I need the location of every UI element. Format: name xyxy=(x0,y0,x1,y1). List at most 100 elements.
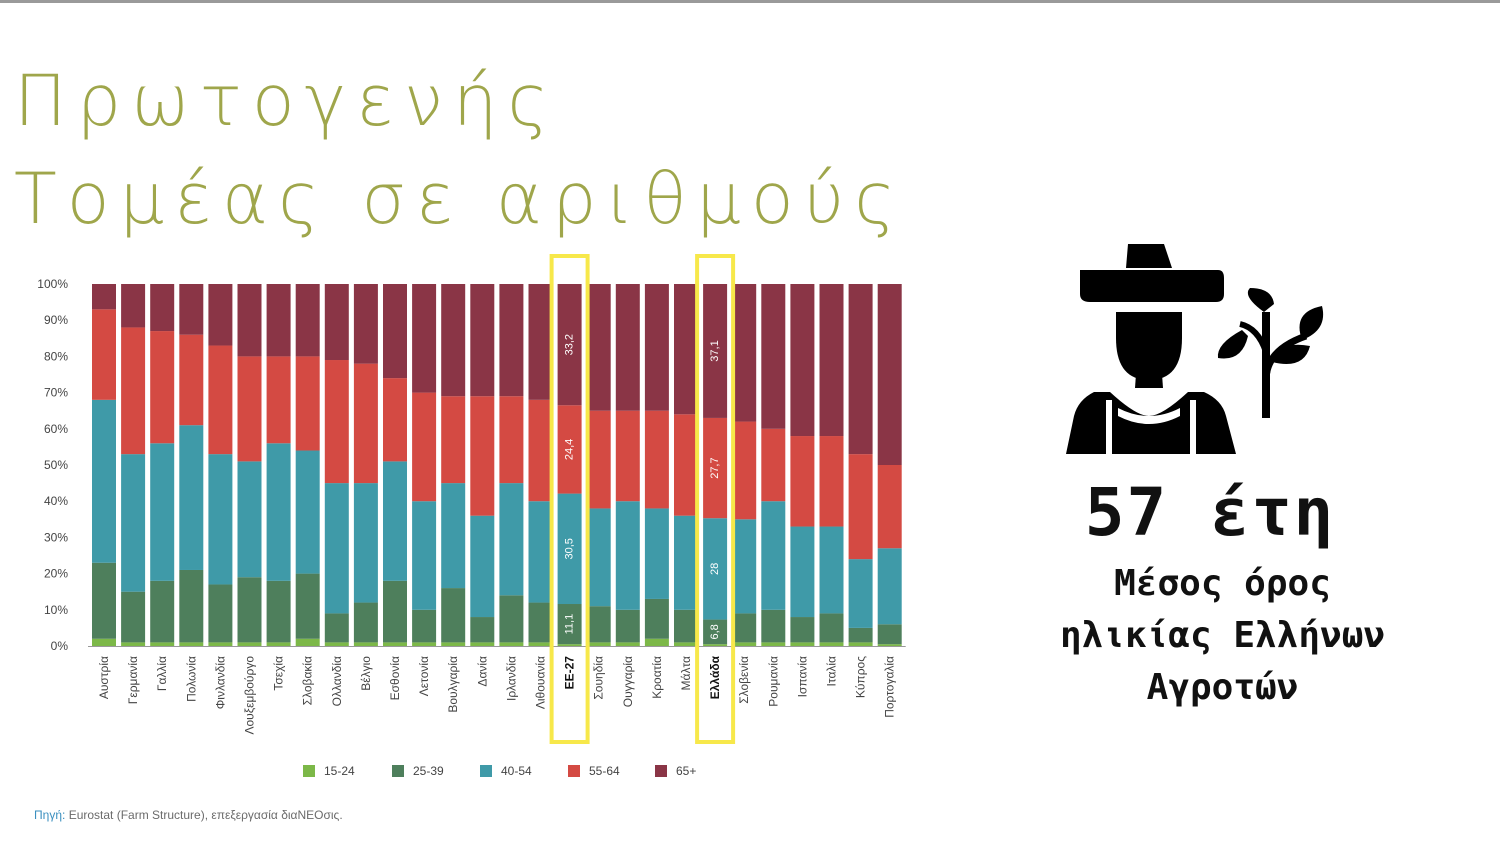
bar-segment-25-39 xyxy=(295,573,320,639)
bar-segment-55-64 xyxy=(615,410,640,502)
bar-segment-25-39 xyxy=(237,577,262,643)
bar-segment-65+ xyxy=(528,284,553,400)
bar-segment-65+ xyxy=(150,284,175,332)
bar-segment-65+ xyxy=(208,284,233,346)
bar-segment-40-54 xyxy=(237,461,262,578)
bar-segment-55-64 xyxy=(877,465,902,549)
bar-segment-15-24 xyxy=(324,642,349,646)
bar-segment-40-54 xyxy=(383,461,407,581)
legend-label: 65+ xyxy=(676,764,696,778)
x-tick-label: Ιρλανδία xyxy=(504,656,518,701)
bar-segment-40-54 xyxy=(295,450,320,574)
bar-segment-55-64 xyxy=(557,405,582,494)
data-label: 27,7 xyxy=(709,457,721,478)
y-tick-label: 80% xyxy=(44,349,68,363)
bar-segment-65+ xyxy=(295,284,320,357)
bar-segment-15-24 xyxy=(150,642,175,646)
bar-segment-25-39 xyxy=(644,598,669,639)
bar-segment-25-39 xyxy=(324,613,349,643)
bar-segment-65+ xyxy=(557,284,582,406)
source-text: Eurostat (Farm Structure), επεξεργασία δ… xyxy=(65,808,343,822)
bar-segment-65+ xyxy=(586,284,611,411)
bar-segment-15-24 xyxy=(92,638,116,646)
bar-segment-40-54 xyxy=(208,454,233,585)
x-tick-label: Ιταλία xyxy=(825,656,839,687)
legend-swatch xyxy=(480,765,492,777)
data-label: 33,2 xyxy=(564,334,576,355)
bar-segment-55-64 xyxy=(266,356,291,444)
bar-segment-65+ xyxy=(179,284,204,335)
x-tick-label: Πολωνία xyxy=(184,656,198,702)
y-tick-label: 60% xyxy=(44,422,68,436)
bar-segment-65+ xyxy=(732,284,757,422)
y-tick-label: 0% xyxy=(51,639,69,653)
title-line-2: Τομέας σε αριθμούς xyxy=(14,158,906,240)
bar-segment-40-54 xyxy=(150,443,175,581)
bar-segment-25-39 xyxy=(877,624,902,645)
bar-segment-25-39 xyxy=(790,617,815,643)
bar-segment-55-64 xyxy=(324,360,349,484)
bar-segment-15-24 xyxy=(208,642,233,646)
x-tick-label: Δανία xyxy=(475,656,489,687)
bar-segment-65+ xyxy=(848,284,873,455)
bar-segment-15-24 xyxy=(848,642,873,646)
x-tick-label: Γαλλία xyxy=(155,656,169,691)
bar-segment-25-39 xyxy=(674,609,698,643)
bar-segment-15-24 xyxy=(266,642,291,646)
bar-segment-25-39 xyxy=(441,588,466,643)
legend-swatch xyxy=(568,765,580,777)
bar-segment-25-39 xyxy=(208,584,233,643)
bar-segment-55-64 xyxy=(761,428,786,502)
bar-segment-55-64 xyxy=(703,417,728,519)
bar-segment-65+ xyxy=(615,284,640,411)
y-tick-label: 20% xyxy=(44,567,68,581)
bar-segment-25-39 xyxy=(383,580,407,643)
x-tick-label: Γερμανία xyxy=(126,656,140,704)
bar-segment-15-24 xyxy=(703,644,728,646)
top-divider-line xyxy=(0,0,1500,3)
bar-segment-15-24 xyxy=(557,644,582,646)
legend-swatch xyxy=(655,765,667,777)
bar-segment-65+ xyxy=(383,284,407,379)
bar-segment-15-24 xyxy=(819,642,844,646)
page-title: Πρωτογενής Τομέας σε αριθμούς xyxy=(14,52,905,248)
bar-segment-55-64 xyxy=(383,378,407,462)
bar-segment-65+ xyxy=(121,284,146,328)
bar-segment-55-64 xyxy=(208,345,233,455)
bar-segment-40-54 xyxy=(877,548,902,625)
bar-segment-55-64 xyxy=(528,399,553,502)
average-age-caption: Μέσος όρος ηλικίας Ελλήνων Αγροτών xyxy=(1000,558,1445,714)
bar-segment-40-54 xyxy=(266,443,291,581)
bar-segment-40-54 xyxy=(179,425,204,570)
source-note: Πηγή: Eurostat (Farm Structure), επεξεργ… xyxy=(34,808,343,822)
data-label: 28 xyxy=(709,563,721,575)
bar-segment-40-54 xyxy=(586,508,611,607)
bar-segment-25-39 xyxy=(528,602,553,643)
caption-line-1: Μέσος όρος xyxy=(1114,563,1331,604)
x-tick-label: Κροατία xyxy=(650,656,664,699)
title-line-1: Πρωτογενής xyxy=(14,60,559,142)
bar-segment-55-64 xyxy=(819,436,844,527)
bar-segment-55-64 xyxy=(92,309,116,400)
legend-label: 15-24 xyxy=(324,764,355,778)
x-tick-label: Λιθουανία xyxy=(534,656,548,709)
bar-segment-55-64 xyxy=(674,414,698,516)
bar-segment-55-64 xyxy=(441,396,466,484)
data-label: 37,1 xyxy=(709,340,721,361)
bar-segment-25-39 xyxy=(848,627,873,643)
bar-segment-15-24 xyxy=(499,642,524,646)
bar-segment-15-24 xyxy=(586,642,611,646)
bar-segment-15-24 xyxy=(790,642,815,646)
data-label: 11,1 xyxy=(564,614,576,635)
bar-segment-65+ xyxy=(761,284,786,429)
bar-segment-25-39 xyxy=(557,604,582,645)
bar-segment-25-39 xyxy=(179,569,204,643)
bar-segment-15-24 xyxy=(237,642,262,646)
bar-segment-55-64 xyxy=(295,356,320,451)
x-tick-label: Σλοβενία xyxy=(737,656,751,704)
legend-label: 25-39 xyxy=(413,764,444,778)
bar-segment-25-39 xyxy=(499,595,524,643)
bar-segment-15-24 xyxy=(732,642,757,646)
bar-segment-65+ xyxy=(324,284,349,361)
bar-segment-40-54 xyxy=(470,515,495,618)
